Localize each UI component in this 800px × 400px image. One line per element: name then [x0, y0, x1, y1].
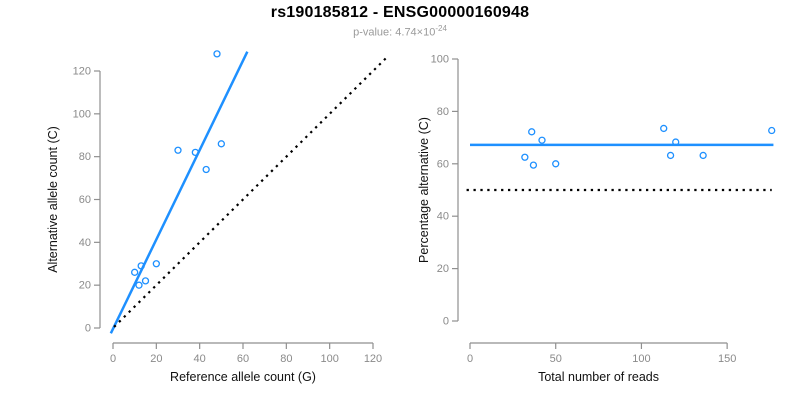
data-point	[529, 161, 538, 169]
x-tick-label: 0	[467, 353, 473, 365]
y-axis-title: Percentage alternative (C)	[417, 117, 431, 263]
data-point	[135, 281, 143, 289]
x-tick-label: 0	[110, 353, 116, 365]
data-point	[768, 126, 776, 135]
x-tick-label: 120	[364, 353, 382, 365]
x-tick-label: 40	[194, 353, 206, 365]
data-point	[521, 153, 529, 161]
pvalue-exponent: -24	[435, 24, 447, 33]
data-point	[699, 151, 707, 160]
y-tick-label: 100	[73, 108, 91, 120]
y-tick-label: 0	[443, 316, 449, 328]
data-point	[174, 146, 182, 154]
data-point	[552, 160, 560, 168]
data-point	[217, 140, 225, 148]
data-point	[213, 50, 221, 58]
scatter-plot-percentage-reads: 0 20 40 60 80 100 0 50 100 150 Total number of rea…	[417, 54, 776, 384]
x-tick-label: 100	[320, 353, 338, 365]
data-point	[131, 268, 139, 276]
identity-line	[113, 56, 388, 328]
data-point	[528, 128, 536, 136]
y-tick-label: 40	[437, 211, 449, 223]
y-tick-label: 60	[437, 158, 449, 170]
y-tick-label: 0	[85, 323, 91, 335]
x-tick-label: 100	[632, 353, 650, 365]
x-tick-label: 60	[237, 353, 249, 365]
data-point	[152, 260, 160, 268]
y-tick-label: 100	[431, 54, 449, 66]
data-point	[202, 165, 210, 174]
x-tick-label: 150	[718, 353, 736, 365]
data-point	[137, 262, 145, 270]
pvalue-text: p-value: 4.74×10	[353, 26, 436, 39]
data-point	[191, 148, 199, 157]
plot-subtitle: p-value: 4.74×10-24	[0, 24, 800, 39]
y-tick-label: 80	[79, 151, 91, 163]
data-point	[141, 277, 150, 285]
y-tick-label: 40	[79, 237, 91, 249]
plot-title: rs190185812 - ENSG00000160948	[270, 4, 530, 21]
x-tick-label: 20	[150, 353, 162, 365]
x-tick-label: 50	[550, 353, 562, 365]
x-axis-title: Total number of reads	[538, 370, 659, 384]
data-point	[666, 151, 675, 160]
y-tick-label: 20	[437, 263, 449, 275]
data-point	[672, 138, 680, 146]
data-point	[538, 136, 546, 144]
y-tick-label: 60	[79, 194, 91, 206]
regression-line	[109, 51, 249, 334]
y-tick-label: 20	[79, 280, 91, 292]
scatter-plot-allele-counts: 0 20 40 60 80 100 120 0 20 40 60 80 100 120 Reference …	[46, 50, 388, 384]
x-axis-title: Reference allele count (G)	[170, 370, 316, 384]
data-point	[660, 124, 668, 133]
y-axis-title: Alternative allele count (C)	[46, 126, 60, 273]
y-tick-label: 80	[437, 106, 449, 118]
x-tick-label: 80	[280, 353, 292, 365]
y-tick-label: 120	[73, 65, 91, 77]
